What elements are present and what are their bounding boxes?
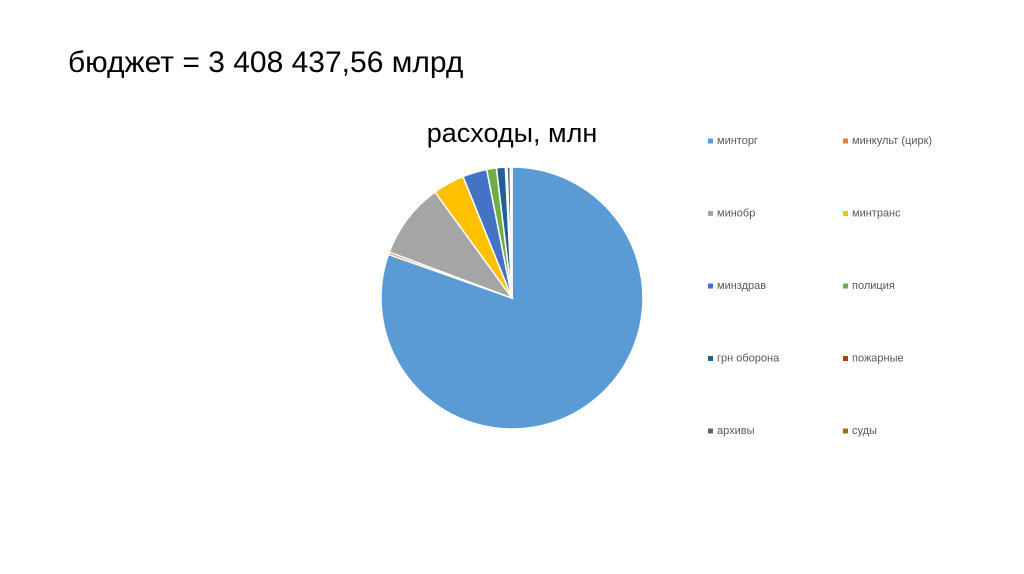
legend-label: минкульт (цирк) xyxy=(852,135,932,147)
legend-swatch xyxy=(708,283,713,289)
legend-label: минторг xyxy=(717,135,758,147)
legend-label: архивы xyxy=(717,425,755,437)
slide-title: бюджет = 3 408 437,56 млрд xyxy=(68,46,463,79)
chart-title: расходы, млн xyxy=(427,118,598,148)
legend-swatch xyxy=(708,356,713,361)
legend-swatch xyxy=(843,283,848,289)
legend-label: минобр xyxy=(717,207,755,219)
pie xyxy=(380,166,644,430)
legend-swatch xyxy=(843,356,848,361)
pie-slice xyxy=(388,190,515,300)
legend-label: пожарные xyxy=(852,352,904,364)
legend-swatch xyxy=(843,138,848,144)
legend-swatch xyxy=(708,211,713,216)
legend-swatch xyxy=(843,211,848,216)
legend-label: суды xyxy=(852,425,877,437)
legend-label: минздрав xyxy=(717,280,766,292)
legend-label: полиция xyxy=(852,280,895,292)
legend-swatch xyxy=(708,138,713,144)
legend-label: грн оборона xyxy=(717,352,780,364)
legend-label: минтранс xyxy=(852,207,901,219)
legend: минторг минкульт (цирк) минобр минтранс минз… xyxy=(708,135,932,437)
legend-swatch xyxy=(708,428,713,434)
legend-swatch xyxy=(843,428,848,434)
pie-slice xyxy=(509,166,513,299)
